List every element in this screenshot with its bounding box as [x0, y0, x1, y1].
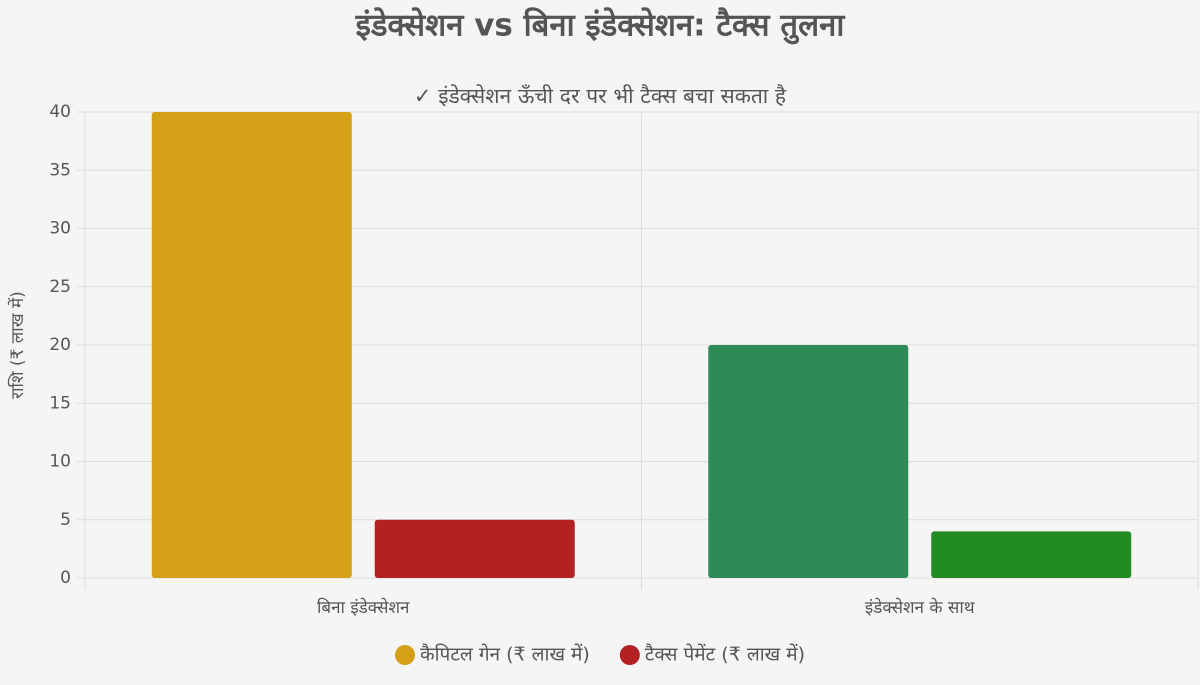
legend-label: कैपिटल गेन (₹ लाख में) [420, 643, 590, 666]
x-tick-label: इंडेक्सेशन के साथ [865, 597, 976, 618]
y-tick-label: 5 [60, 510, 71, 530]
y-tick-label: 25 [49, 277, 71, 297]
bar [374, 519, 575, 578]
y-tick-label: 40 [49, 102, 71, 122]
y-tick-label: 10 [49, 452, 71, 472]
y-tick-label: 20 [49, 335, 71, 355]
legend-marker [395, 645, 416, 665]
legend-label: टैक्स पेमेंट (₹ लाख में) [645, 643, 805, 666]
x-tick-label: बिना इंडेक्सेशन [317, 597, 410, 618]
y-tick-label: 0 [60, 568, 71, 588]
bar [151, 112, 352, 578]
bar [708, 345, 909, 578]
bar [931, 531, 1132, 578]
y-tick-label: 15 [49, 393, 71, 413]
legend-marker [619, 645, 640, 665]
y-axis-label: राशि (₹ लाख में) [7, 291, 28, 399]
chart-subtitle: ✓ इंडेक्सेशन ऊँची दर पर भी टैक्स बचा सकत… [414, 84, 787, 108]
chart-title: इंडेक्सेशन vs बिना इंडेक्सेशन: टैक्स तुल… [355, 7, 846, 45]
y-tick-label: 35 [49, 160, 71, 180]
y-tick-label: 30 [49, 219, 71, 239]
